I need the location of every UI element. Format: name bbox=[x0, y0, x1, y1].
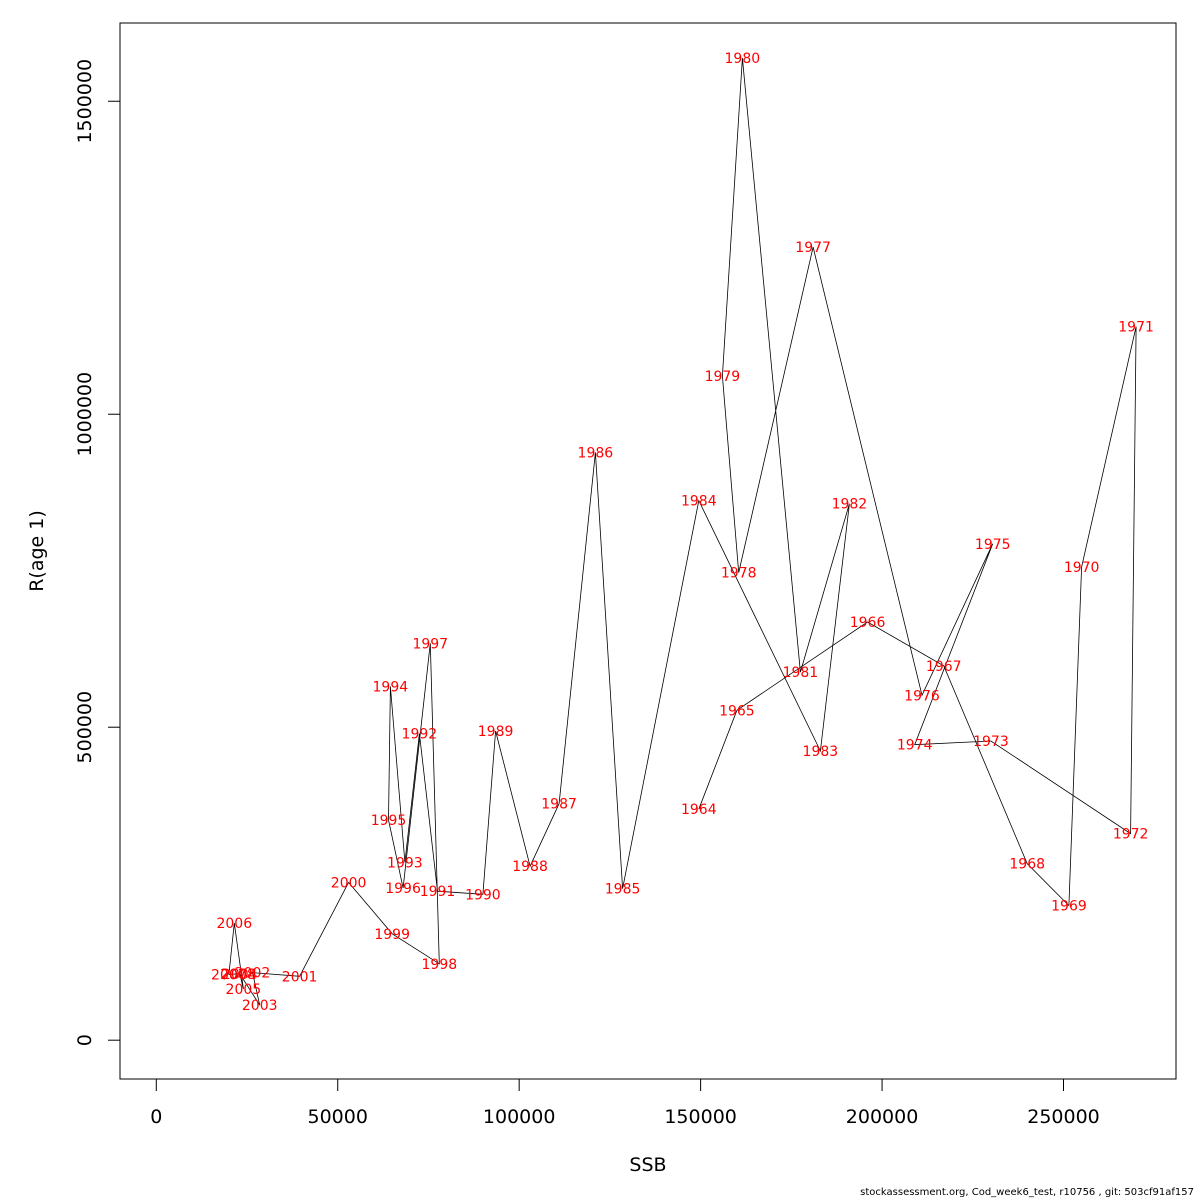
year-label-2001: 2001 bbox=[282, 969, 318, 985]
year-label-1966: 1966 bbox=[850, 615, 886, 631]
year-label-1975: 1975 bbox=[975, 537, 1011, 553]
sr-trajectory-line bbox=[228, 58, 1137, 1006]
year-label-1965: 1965 bbox=[719, 703, 755, 719]
year-label-1984: 1984 bbox=[681, 494, 717, 510]
y-tick-label: 1500000 bbox=[74, 59, 96, 144]
year-label-1979: 1979 bbox=[705, 369, 741, 385]
y-axis-title: R(age 1) bbox=[26, 510, 48, 592]
year-label-1970: 1970 bbox=[1064, 560, 1100, 576]
year-label-1971: 1971 bbox=[1118, 320, 1154, 336]
y-tick-label: 0 bbox=[74, 1034, 96, 1046]
year-label-1988: 1988 bbox=[512, 859, 548, 875]
year-label-2004: 2004 bbox=[222, 967, 258, 983]
year-label-1969: 1969 bbox=[1051, 899, 1087, 915]
year-label-1980: 1980 bbox=[725, 51, 761, 67]
x-tick-label: 200000 bbox=[846, 1106, 919, 1128]
footer-caption: stockassessment.org, Cod_week6_test, r10… bbox=[860, 1187, 1194, 1198]
year-label-2005: 2005 bbox=[226, 982, 262, 998]
year-label-1998: 1998 bbox=[422, 957, 458, 973]
year-label-1978: 1978 bbox=[721, 566, 757, 582]
year-label-1989: 1989 bbox=[478, 724, 514, 740]
year-label-1976: 1976 bbox=[904, 688, 940, 704]
x-tick-label: 150000 bbox=[664, 1106, 737, 1128]
year-label-1964: 1964 bbox=[681, 802, 717, 818]
year-label-1973: 1973 bbox=[973, 734, 1009, 750]
year-labels: 1964 1965 1966 1967 1968 1969 1970 1971 1972 1973… bbox=[211, 51, 1154, 1014]
year-label-1977: 1977 bbox=[795, 240, 831, 256]
year-label-1997: 1997 bbox=[412, 636, 448, 652]
year-label-1995: 1995 bbox=[371, 813, 407, 829]
year-label-1986: 1986 bbox=[578, 445, 614, 461]
year-label-1991: 1991 bbox=[420, 884, 456, 900]
year-label-1974: 1974 bbox=[897, 738, 933, 754]
year-label-1999: 1999 bbox=[374, 927, 410, 943]
year-label-1967: 1967 bbox=[926, 659, 962, 675]
year-label-1985: 1985 bbox=[605, 882, 641, 898]
year-label-2000: 2000 bbox=[331, 875, 367, 891]
year-label-1994: 1994 bbox=[373, 680, 409, 696]
year-label-1992: 1992 bbox=[402, 726, 438, 742]
year-label-2008: 2008 bbox=[220, 967, 256, 983]
year-label-1982: 1982 bbox=[832, 497, 868, 513]
year-label-2003: 2003 bbox=[242, 998, 278, 1014]
x-axis-title: SSB bbox=[629, 1154, 666, 1176]
year-label-1983: 1983 bbox=[803, 744, 839, 760]
year-label-1993: 1993 bbox=[387, 855, 423, 871]
x-tick-label: 50000 bbox=[308, 1106, 368, 1128]
year-label-1990: 1990 bbox=[465, 887, 501, 903]
x-tick-label: 250000 bbox=[1027, 1106, 1100, 1128]
year-label-1981: 1981 bbox=[783, 665, 819, 681]
axes: 0 50000 100000 150000 200000 250000 0 500000 100… bbox=[74, 59, 1100, 1128]
year-label-2006: 2006 bbox=[216, 916, 252, 932]
year-label-1972: 1972 bbox=[1113, 827, 1149, 843]
plot-frame bbox=[119, 22, 1177, 1080]
y-tick-label: 1000000 bbox=[74, 372, 96, 457]
x-tick-label: 100000 bbox=[483, 1106, 556, 1128]
year-label-1968: 1968 bbox=[1009, 857, 1045, 873]
year-label-2007: 2007 bbox=[211, 967, 247, 983]
y-tick-label: 500000 bbox=[74, 691, 96, 764]
x-tick-label: 0 bbox=[150, 1106, 162, 1128]
year-label-1987: 1987 bbox=[541, 797, 577, 813]
year-label-2002: 2002 bbox=[235, 966, 271, 982]
year-label-1996: 1996 bbox=[385, 881, 421, 897]
